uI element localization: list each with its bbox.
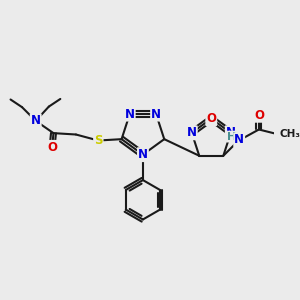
Text: N: N	[125, 108, 135, 121]
Text: N: N	[31, 114, 41, 127]
Text: S: S	[94, 134, 103, 147]
Text: N: N	[187, 126, 197, 139]
Text: O: O	[254, 109, 264, 122]
Text: N: N	[226, 126, 236, 139]
Text: O: O	[206, 112, 216, 125]
Text: O: O	[47, 141, 57, 154]
Text: N: N	[234, 134, 244, 146]
Text: N: N	[151, 108, 161, 121]
Text: CH₃: CH₃	[280, 129, 300, 140]
Text: H: H	[227, 132, 236, 142]
Text: N: N	[138, 148, 148, 161]
